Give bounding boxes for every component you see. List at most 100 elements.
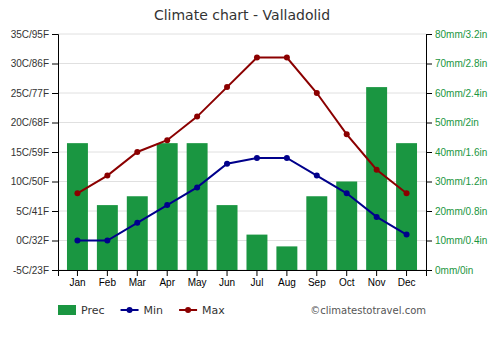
bar bbox=[246, 235, 267, 270]
y-tick: 20C/68F bbox=[11, 117, 58, 128]
x-tick: Sep bbox=[308, 270, 326, 288]
y2-tick-label: 40mm/1.6in bbox=[435, 147, 487, 158]
bar bbox=[276, 246, 297, 270]
x-tick-label: Jan bbox=[69, 277, 85, 288]
y2-tick-label: 30mm/1.2in bbox=[435, 176, 487, 187]
y2-tick-mark bbox=[426, 152, 432, 153]
marker bbox=[374, 214, 380, 220]
x-tick-label: Jun bbox=[219, 277, 235, 288]
legend-item: Min bbox=[121, 304, 164, 317]
x-tick-mark bbox=[376, 270, 377, 276]
y2-tick-mark bbox=[426, 34, 432, 35]
marker bbox=[74, 238, 80, 244]
marker bbox=[74, 190, 80, 196]
y2-tick-mark bbox=[426, 123, 432, 124]
bar bbox=[217, 205, 238, 270]
y-tick-label: -5C/23F bbox=[13, 265, 49, 276]
y2-tick: 10mm/0.4in bbox=[426, 235, 487, 246]
x-tick-mark bbox=[256, 270, 257, 276]
marker bbox=[224, 161, 230, 167]
y2-tick-mark bbox=[426, 93, 432, 94]
y-tick-mark bbox=[52, 152, 58, 153]
x-tick: Apr bbox=[159, 270, 175, 288]
y-tick-mark bbox=[52, 93, 58, 94]
bar bbox=[366, 87, 387, 270]
bar bbox=[67, 143, 88, 270]
legend-label: Max bbox=[202, 304, 225, 317]
y2-tick-label: 20mm/0.8in bbox=[435, 206, 487, 217]
y2-tick-label: 60mm/2.4in bbox=[435, 88, 487, 99]
marker bbox=[284, 155, 290, 161]
bar bbox=[336, 182, 357, 271]
x-tick-mark bbox=[77, 270, 78, 276]
marker bbox=[224, 84, 230, 90]
y-axis-line bbox=[52, 35, 59, 271]
title: Climate chart - Valladolid bbox=[154, 7, 330, 23]
y-tick: -5C/23F bbox=[13, 265, 58, 276]
x-tick: Oct bbox=[339, 270, 355, 288]
y2-tick: 30mm/1.2in bbox=[426, 176, 487, 187]
y2-tick-label: 10mm/0.4in bbox=[435, 235, 487, 246]
x-tick: Mar bbox=[129, 270, 147, 288]
bar bbox=[306, 196, 327, 270]
y-tick: 35C/95F bbox=[11, 29, 58, 40]
line bbox=[77, 58, 406, 194]
marker bbox=[284, 55, 290, 61]
x-tick-mark bbox=[137, 270, 138, 276]
x-tick-label: Jul bbox=[251, 277, 264, 288]
x-axis: JanFebMarAprMayJunJulAugSepOctNovDec bbox=[59, 270, 427, 288]
marker bbox=[164, 202, 170, 208]
y-tick: 15C/59F bbox=[11, 147, 58, 158]
annotation: ©climatestotravel.com bbox=[310, 305, 426, 316]
y2-axis: 0mm/0in 10mm/0.4in 20mm/0.8in 30mm/1.2in 40m… bbox=[426, 29, 487, 276]
marker bbox=[344, 190, 350, 196]
y-tick-mark bbox=[52, 64, 58, 65]
x-tick: Jun bbox=[219, 270, 235, 288]
y2-axis-line bbox=[427, 35, 433, 271]
legend-label: Min bbox=[144, 304, 164, 317]
y-tick-label: 5C/41F bbox=[16, 206, 49, 217]
plot: JanFebMarAprMayJunJulAugSepOctNovDec-5C/… bbox=[11, 29, 488, 288]
marker bbox=[404, 190, 410, 196]
x-tick: Jul bbox=[251, 270, 264, 288]
y-tick: 25C/77F bbox=[11, 88, 58, 99]
y2-tick-mark bbox=[426, 270, 432, 271]
y-tick-label: 30C/86F bbox=[11, 58, 49, 69]
marker bbox=[254, 155, 260, 161]
y-tick-label: 0C/32F bbox=[16, 235, 49, 246]
x-tick-mark bbox=[346, 270, 347, 276]
legend-item: Prec bbox=[58, 304, 105, 317]
x-tick: Feb bbox=[99, 270, 117, 288]
x-tick-label: Mar bbox=[129, 277, 147, 288]
marker bbox=[194, 114, 200, 120]
bar bbox=[97, 205, 118, 270]
chart: JanFebMarAprMayJunJulAugSepOctNovDec-5C/… bbox=[0, 0, 500, 350]
y-tick-label: 20C/68F bbox=[11, 117, 49, 128]
y2-tick-mark bbox=[426, 241, 432, 242]
x-tick-mark bbox=[107, 270, 108, 276]
y2-tick: 0mm/0in bbox=[426, 265, 473, 276]
y-tick-mark bbox=[52, 211, 58, 212]
x-tick-label: Nov bbox=[368, 277, 386, 288]
y2-tick-label: 50mm/2in bbox=[435, 117, 479, 128]
x-tick: May bbox=[188, 270, 207, 288]
x-tick-label: Aug bbox=[278, 277, 296, 288]
y-tick-label: 25C/77F bbox=[11, 88, 49, 99]
x-tick-mark bbox=[197, 270, 198, 276]
x-tick-mark bbox=[227, 270, 228, 276]
marker bbox=[134, 149, 140, 155]
y-tick-label: 15C/59F bbox=[11, 147, 49, 158]
marks bbox=[67, 55, 417, 270]
marker bbox=[404, 232, 410, 238]
x-tick-label: Sep bbox=[308, 277, 326, 288]
marker bbox=[104, 173, 110, 179]
bar bbox=[157, 143, 178, 270]
x-tick-label: Apr bbox=[159, 277, 175, 288]
y-tick-mark bbox=[52, 123, 58, 124]
y-tick-mark bbox=[52, 270, 58, 271]
marker bbox=[104, 238, 110, 244]
y-tick: 10C/50F bbox=[11, 176, 58, 187]
y2-tick-label: 80mm/3.2in bbox=[435, 29, 487, 40]
x-tick: Jan bbox=[69, 270, 85, 288]
y-tick: 5C/41F bbox=[16, 206, 58, 217]
